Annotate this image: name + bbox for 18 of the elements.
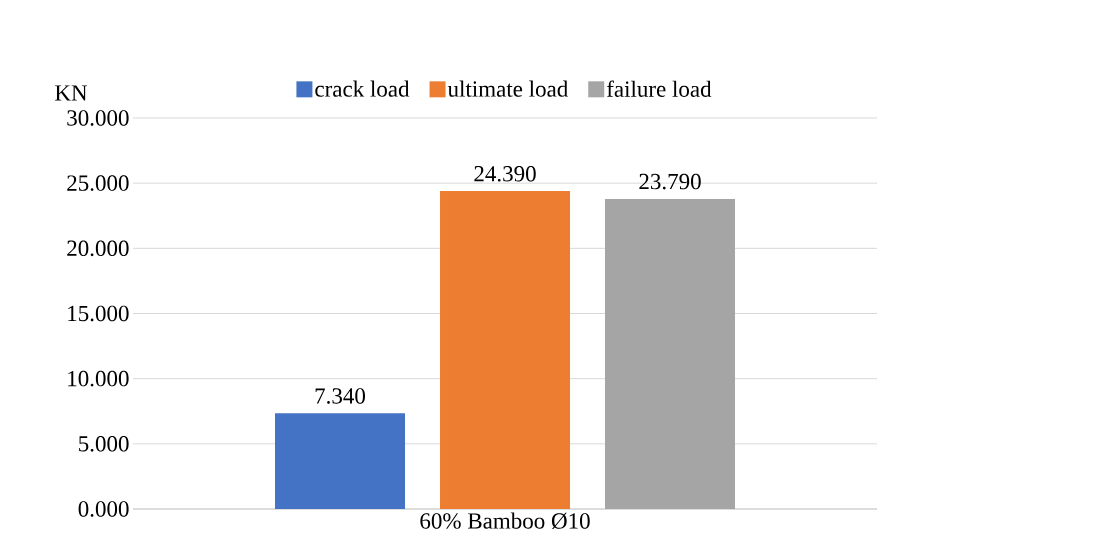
bar xyxy=(275,413,406,509)
bar xyxy=(605,198,736,509)
y-tick-label: 5.000 xyxy=(79,436,129,452)
legend-label: crack load xyxy=(315,80,410,97)
legend-label: failure load xyxy=(606,80,712,97)
y-tick-label: 25.000 xyxy=(67,175,129,191)
y-tick-label: 0.000 xyxy=(78,501,129,517)
x-tick-label: 60% Bamboo Ø10 xyxy=(420,512,590,530)
data-label: 23.790 xyxy=(639,173,701,190)
y-axis-title: KN xyxy=(55,85,88,101)
y-tick-label: 30.000 xyxy=(67,110,129,126)
y-tick-label: 10.000 xyxy=(68,370,129,387)
data-label: 24.390 xyxy=(474,165,536,182)
data-label: 7.340 xyxy=(315,388,366,404)
bar xyxy=(440,191,571,509)
y-tick-label: 15.000 xyxy=(68,305,129,322)
legend-label: ultimate load xyxy=(447,80,568,97)
y-tick-label: 20.000 xyxy=(67,240,129,257)
